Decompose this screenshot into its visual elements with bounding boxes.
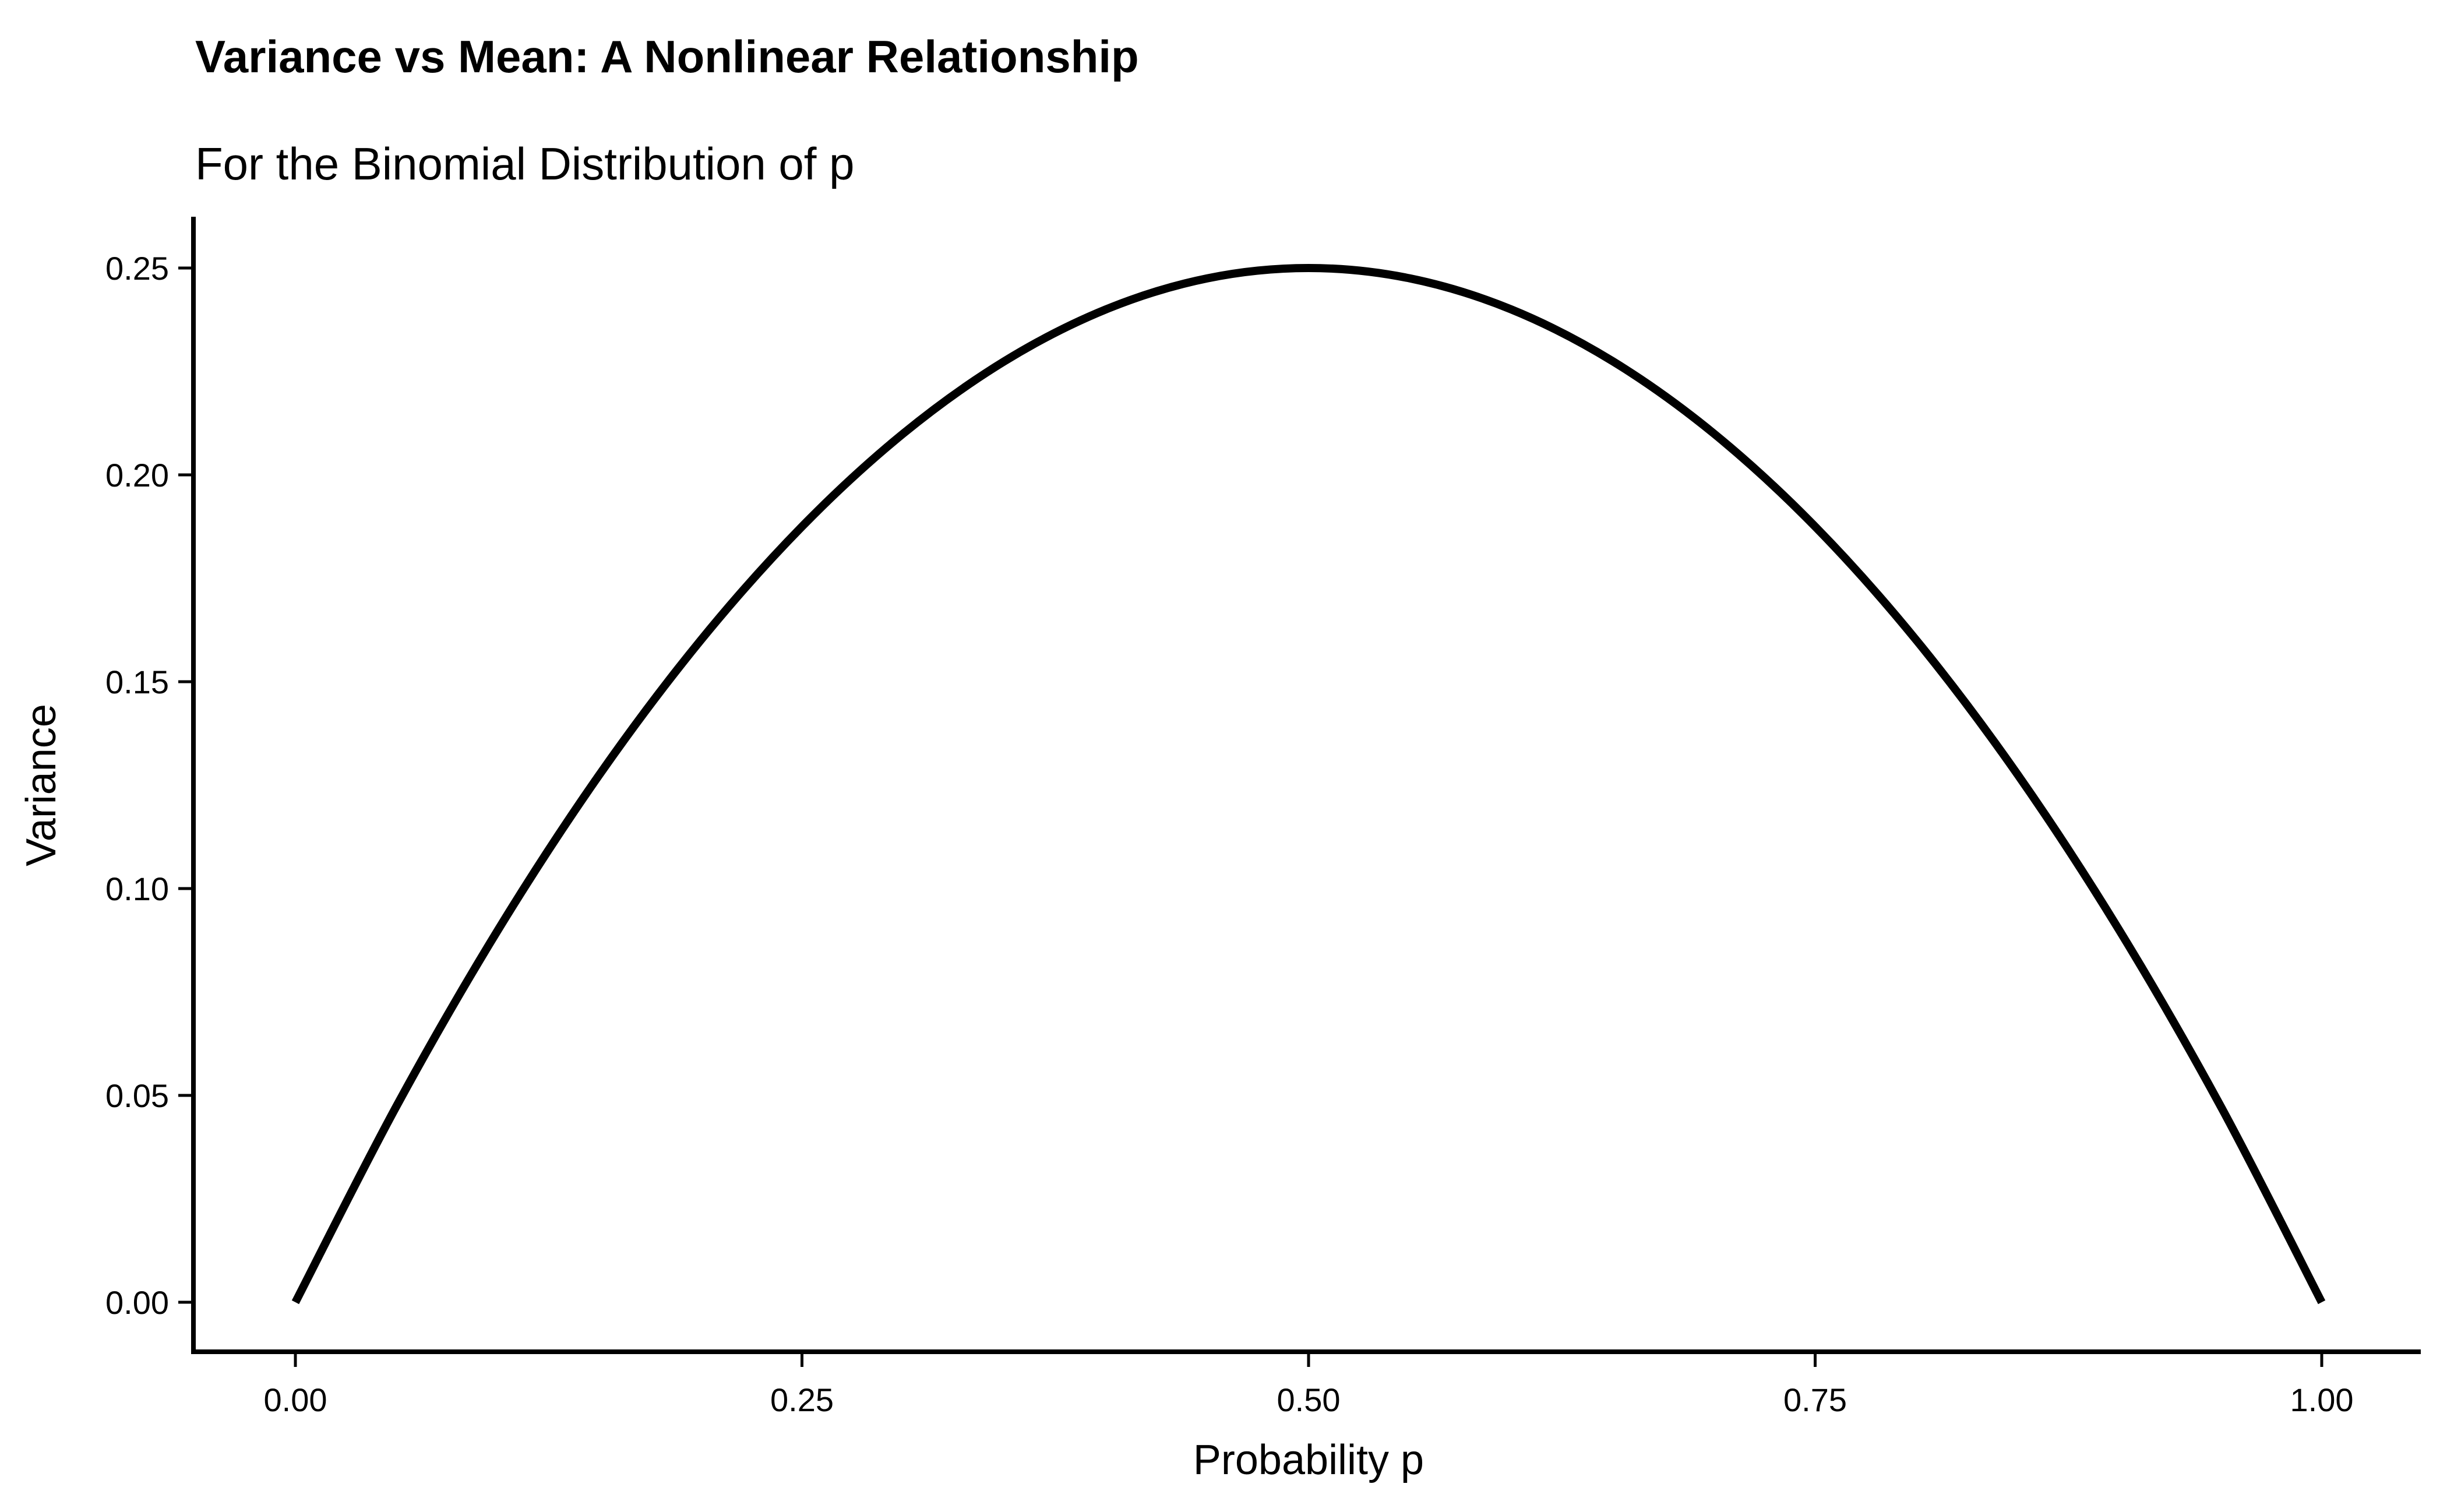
y-tick-label: 0.20 xyxy=(105,457,169,494)
y-tick-label: 0.25 xyxy=(105,250,169,287)
x-tick-label: 0.50 xyxy=(1277,1381,1341,1418)
series-line xyxy=(291,264,2326,1305)
y-tick-label: 0.15 xyxy=(105,664,169,700)
y-axis-title: Variance xyxy=(18,704,65,866)
y-tick-label: 0.10 xyxy=(105,870,169,907)
x-tick-label: 0.25 xyxy=(770,1381,834,1418)
y-tick-label: 0.00 xyxy=(105,1284,169,1321)
series-layer xyxy=(291,264,2326,1305)
x-axis-title: Probability p xyxy=(1193,1437,1424,1483)
x-tick-label: 0.75 xyxy=(1783,1381,1847,1418)
y-tick-label: 0.05 xyxy=(105,1077,169,1114)
x-tick-label: 0.00 xyxy=(264,1381,327,1418)
x-axis: 0.00 0.25 0.50 0.75 1.00 xyxy=(191,1349,2421,1418)
y-axis: 0.00 0.05 0.10 0.15 0.20 0.25 xyxy=(105,217,196,1354)
chart-title: Variance vs Mean: A Nonlinear Relationsh… xyxy=(195,31,1139,82)
chart-subtitle: For the Binomial Distribution of p xyxy=(195,138,855,189)
x-tick-label: 1.00 xyxy=(2290,1381,2354,1418)
